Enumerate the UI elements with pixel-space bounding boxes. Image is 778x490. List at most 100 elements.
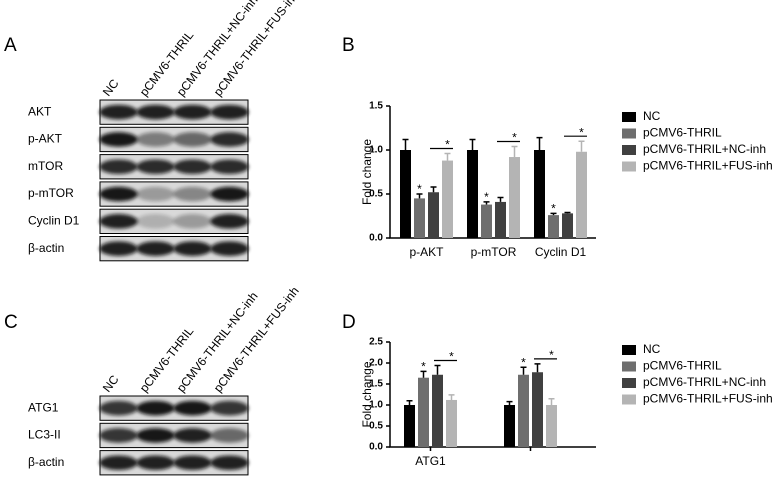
row-label: mTOR (28, 159, 63, 173)
bar (446, 399, 457, 447)
band (210, 455, 249, 471)
row-label: ATG1 (28, 400, 59, 414)
band (136, 186, 175, 202)
error-bar (550, 212, 557, 216)
bar (414, 198, 425, 238)
band (99, 455, 138, 471)
band (173, 186, 212, 202)
band (99, 132, 138, 147)
legend-label: pCMV6-THRIL+FUS-inh (643, 392, 773, 406)
lane-label: pCMV6-THRIL+FUS-inh (211, 0, 302, 99)
panel-label: A (4, 35, 17, 56)
x-tick-label: p-mTOR (471, 245, 517, 259)
bar (534, 150, 545, 238)
band (136, 400, 175, 416)
panel-label: B (342, 35, 355, 56)
band (99, 104, 138, 120)
row-label: LC3-II (28, 428, 61, 442)
row-label: β-actin (28, 241, 64, 255)
x-tick-label: ATG1 (415, 454, 446, 468)
error-bar (548, 397, 555, 405)
band (99, 159, 138, 175)
bar (495, 201, 506, 238)
row-label: AKT (28, 104, 52, 118)
band (173, 132, 212, 147)
band (99, 428, 138, 443)
error-bar (420, 370, 427, 378)
error-bar (520, 366, 527, 375)
error-bar (444, 152, 451, 161)
x-tick-label: Cyclin D1 (535, 245, 587, 259)
bar (576, 151, 587, 238)
y-axis-label: Fold change (360, 139, 374, 205)
legend-swatch (622, 394, 636, 405)
error-bar (406, 400, 413, 405)
y-tick-label: 0.0 (369, 442, 383, 453)
band (210, 214, 249, 229)
significance-mark: * (549, 348, 554, 362)
row-label: Cyclin D1 (28, 214, 80, 228)
y-tick-label: 1.5 (369, 379, 383, 390)
significance-mark: * (417, 182, 422, 196)
y-tick-label: 0.5 (369, 189, 383, 200)
bar (481, 204, 492, 238)
band (210, 132, 249, 147)
bar (432, 374, 443, 447)
bar (532, 372, 543, 447)
error-bar (483, 201, 490, 205)
error-bar (511, 145, 518, 158)
row-label: p-AKT (28, 132, 63, 146)
legend-label: pCMV6-THRIL (643, 359, 722, 373)
bar (504, 405, 515, 447)
bar (442, 160, 453, 238)
band (136, 214, 175, 229)
legend-swatch (622, 145, 636, 155)
error-bar (402, 138, 409, 150)
bar (562, 213, 573, 238)
band (210, 104, 249, 120)
error-bar (506, 400, 513, 405)
y-tick-label: 1.5 (369, 101, 383, 112)
legend-label: pCMV6-THRIL (643, 126, 722, 140)
legend-label: pCMV6-THRIL+NC-inh (643, 142, 766, 156)
band (210, 428, 249, 443)
y-tick-label: 0.0 (369, 233, 383, 244)
band (136, 241, 175, 256)
band (173, 104, 212, 120)
band (99, 400, 138, 416)
legend-swatch (622, 112, 636, 122)
band (173, 159, 212, 175)
error-bar (469, 138, 476, 150)
error-bar (416, 193, 423, 199)
y-axis-label: Fold change (360, 361, 374, 427)
significance-mark: * (449, 350, 454, 364)
y-tick-label: 2.0 (369, 358, 383, 369)
error-bar (434, 364, 441, 375)
band (99, 214, 138, 229)
significance-mark: * (579, 125, 584, 139)
band (173, 455, 212, 471)
bar (518, 374, 529, 447)
band (173, 241, 212, 256)
legend-label: NC (643, 109, 661, 123)
bar (418, 377, 429, 447)
bar (509, 157, 520, 238)
bar (546, 405, 557, 447)
band (99, 186, 138, 202)
significance-mark: * (551, 202, 556, 216)
legend-swatch (622, 128, 636, 139)
bar (548, 215, 559, 238)
legend-label: pCMV6-THRIL+NC-inh (643, 375, 766, 389)
band (136, 132, 175, 147)
bar (404, 405, 415, 447)
row-label: β-actin (28, 455, 64, 469)
significance-mark: * (421, 360, 426, 374)
y-tick-label: 1.0 (369, 145, 383, 156)
legend-swatch (622, 161, 636, 172)
error-bar (497, 196, 504, 202)
band (173, 400, 212, 416)
y-tick-label: 2.5 (369, 337, 383, 348)
bar (428, 192, 439, 238)
legend-swatch (622, 361, 636, 372)
